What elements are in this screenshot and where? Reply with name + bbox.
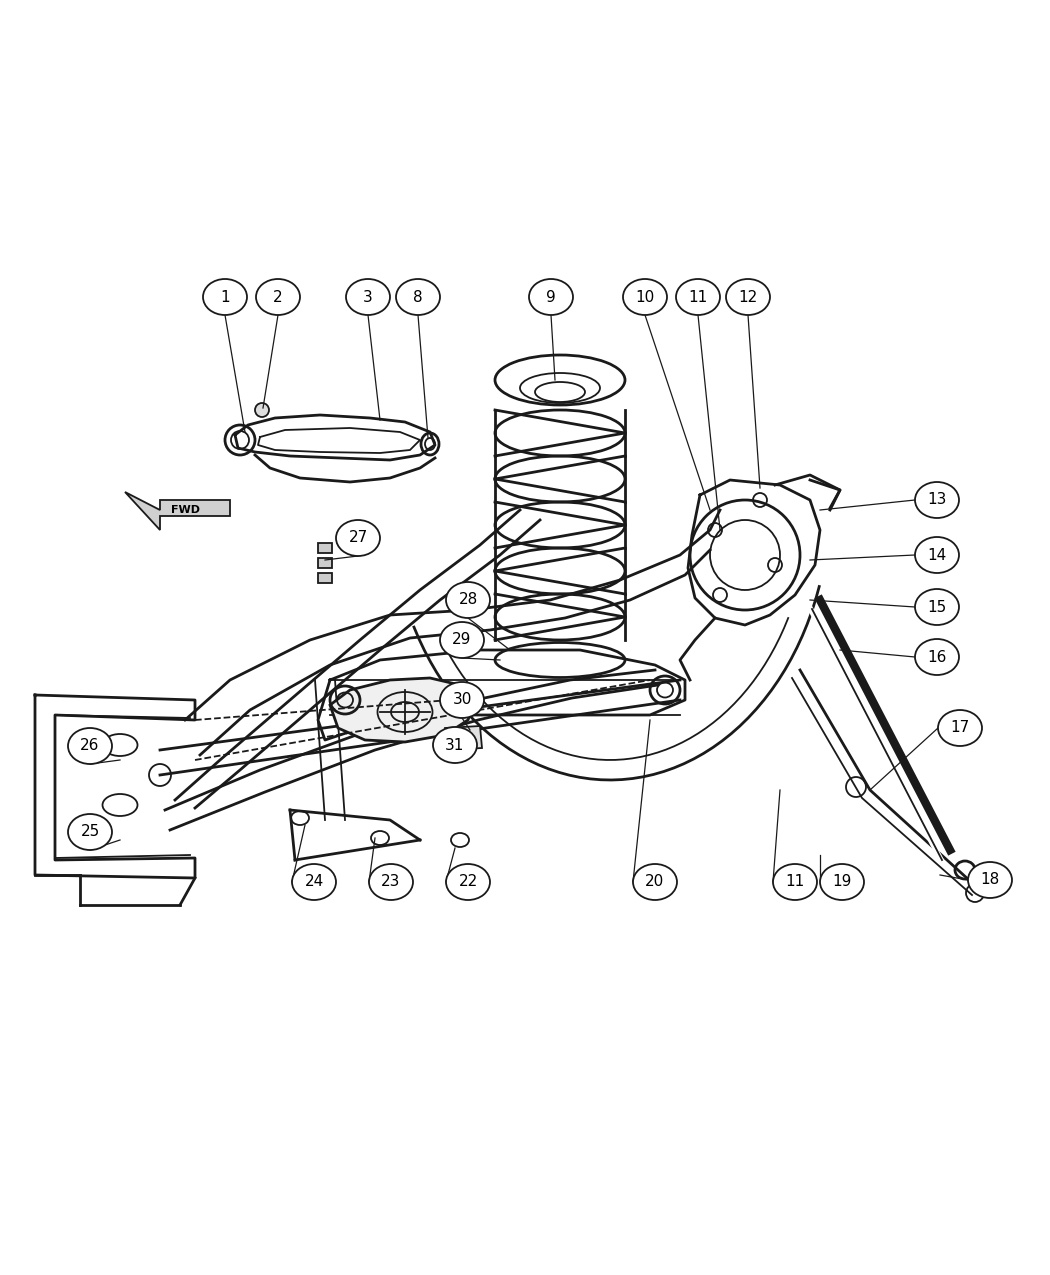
Text: 25: 25 — [81, 825, 100, 839]
Text: 2: 2 — [273, 289, 282, 305]
Ellipse shape — [440, 682, 484, 718]
Ellipse shape — [820, 864, 864, 900]
Ellipse shape — [726, 279, 770, 315]
Text: 26: 26 — [80, 738, 100, 754]
Ellipse shape — [446, 581, 490, 618]
Ellipse shape — [676, 279, 720, 315]
Text: 13: 13 — [927, 492, 947, 507]
Text: 20: 20 — [646, 875, 665, 890]
Ellipse shape — [938, 710, 982, 746]
Polygon shape — [125, 492, 230, 530]
Polygon shape — [318, 558, 332, 567]
Ellipse shape — [256, 279, 300, 315]
Text: 8: 8 — [414, 289, 423, 305]
Polygon shape — [318, 543, 332, 553]
Ellipse shape — [440, 622, 484, 658]
Ellipse shape — [433, 727, 477, 762]
Ellipse shape — [773, 864, 817, 900]
Ellipse shape — [915, 482, 959, 518]
Text: 10: 10 — [635, 289, 654, 305]
Text: 29: 29 — [453, 632, 471, 648]
Ellipse shape — [346, 279, 390, 315]
Ellipse shape — [915, 589, 959, 625]
Text: 11: 11 — [785, 875, 804, 890]
Ellipse shape — [915, 537, 959, 572]
Text: 15: 15 — [927, 599, 947, 615]
Ellipse shape — [255, 403, 269, 417]
Text: 9: 9 — [546, 289, 555, 305]
Ellipse shape — [369, 864, 413, 900]
Ellipse shape — [396, 279, 440, 315]
Text: 30: 30 — [453, 692, 471, 708]
Ellipse shape — [633, 864, 677, 900]
Ellipse shape — [203, 279, 247, 315]
Text: 22: 22 — [459, 875, 478, 890]
Ellipse shape — [968, 862, 1012, 898]
Text: 16: 16 — [927, 649, 947, 664]
Text: 31: 31 — [445, 737, 465, 752]
Ellipse shape — [68, 813, 112, 850]
Ellipse shape — [915, 639, 959, 674]
Text: 28: 28 — [459, 593, 478, 607]
Text: 27: 27 — [349, 530, 368, 546]
Polygon shape — [330, 678, 475, 742]
Ellipse shape — [292, 864, 336, 900]
Ellipse shape — [446, 864, 490, 900]
Text: 14: 14 — [927, 547, 947, 562]
Text: FWD: FWD — [170, 505, 200, 515]
Text: 3: 3 — [363, 289, 373, 305]
Polygon shape — [318, 572, 332, 583]
Ellipse shape — [623, 279, 667, 315]
Ellipse shape — [529, 279, 573, 315]
Text: 12: 12 — [738, 289, 758, 305]
Text: 11: 11 — [689, 289, 708, 305]
Text: 23: 23 — [381, 875, 401, 890]
Text: 1: 1 — [220, 289, 230, 305]
Ellipse shape — [336, 520, 380, 556]
Polygon shape — [445, 725, 482, 750]
Text: 17: 17 — [950, 720, 969, 736]
Text: 24: 24 — [304, 875, 323, 890]
Ellipse shape — [68, 728, 112, 764]
Text: 18: 18 — [981, 872, 1000, 887]
Text: 19: 19 — [833, 875, 852, 890]
